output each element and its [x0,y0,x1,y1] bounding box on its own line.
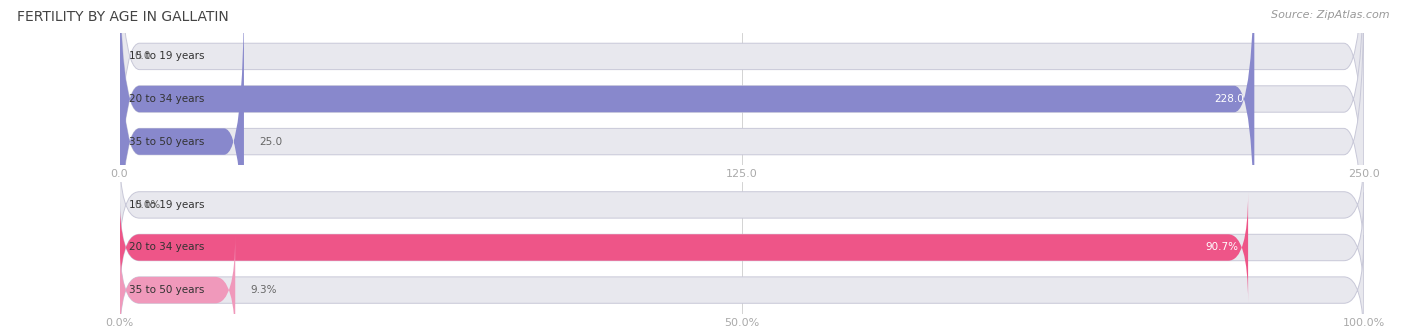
FancyBboxPatch shape [120,235,235,330]
Text: 15 to 19 years: 15 to 19 years [129,51,205,61]
FancyBboxPatch shape [120,0,245,299]
Text: 25.0: 25.0 [259,137,283,147]
FancyBboxPatch shape [120,0,1364,214]
FancyBboxPatch shape [120,193,1249,302]
Text: 9.3%: 9.3% [250,285,277,295]
Text: 20 to 34 years: 20 to 34 years [129,94,205,104]
FancyBboxPatch shape [120,0,1364,256]
Text: 35 to 50 years: 35 to 50 years [129,285,205,295]
FancyBboxPatch shape [120,0,1254,256]
Text: 0.0%: 0.0% [135,200,160,210]
FancyBboxPatch shape [120,0,1364,299]
Text: 228.0: 228.0 [1215,94,1244,104]
Text: 0.0: 0.0 [135,51,150,61]
Text: 35 to 50 years: 35 to 50 years [129,137,205,147]
Text: FERTILITY BY AGE IN GALLATIN: FERTILITY BY AGE IN GALLATIN [17,10,229,24]
Text: 20 to 34 years: 20 to 34 years [129,243,205,252]
Text: 90.7%: 90.7% [1205,243,1239,252]
Text: 15 to 19 years: 15 to 19 years [129,200,205,210]
Text: Source: ZipAtlas.com: Source: ZipAtlas.com [1271,10,1389,20]
FancyBboxPatch shape [120,193,1364,302]
FancyBboxPatch shape [120,150,1364,260]
FancyBboxPatch shape [120,235,1364,330]
